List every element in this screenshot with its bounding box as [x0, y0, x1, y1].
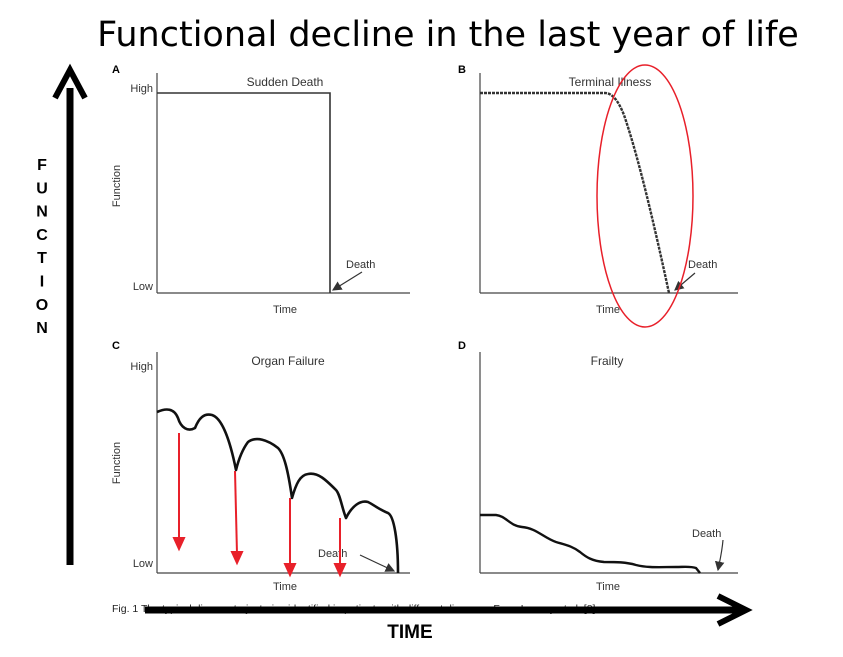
panel-title: Terminal Illness [569, 75, 652, 89]
function-axis-letter: T [37, 250, 47, 267]
function-axis-letter: C [36, 227, 48, 244]
function-axis-letter: N [36, 320, 48, 337]
slide-title: Functional decline in the last year of l… [97, 15, 799, 55]
function-axis-letter: O [36, 297, 48, 314]
time-axis-title: Time [596, 581, 620, 593]
panel-letter: C [112, 340, 120, 352]
panel-a-sudden-death: A Sudden Death High Low Function Time De… [111, 64, 410, 316]
panel-d-frailty: D Frailty Time Death [458, 340, 738, 593]
panel-title: Frailty [591, 354, 624, 368]
trajectory-line [480, 513, 701, 574]
high-label: High [130, 83, 153, 95]
death-label: Death [692, 528, 721, 540]
death-label: Death [688, 259, 717, 271]
panel-title: Organ Failure [251, 354, 325, 368]
time-axis-title: Time [596, 304, 620, 316]
death-arrow [714, 539, 725, 572]
panel-c-organ-failure: C Organ Failure High Low Function Time D… [111, 340, 410, 593]
decline-arrows [172, 433, 347, 578]
trajectory-line [156, 408, 400, 574]
panel-letter: A [112, 64, 120, 76]
trajectory-line [480, 91, 671, 294]
function-axis-letter: I [40, 274, 44, 291]
death-arrow [674, 272, 696, 291]
panel-letter: B [458, 64, 466, 76]
panel-b-terminal-illness: B Terminal Illness Time Death [458, 64, 738, 328]
trajectory-line [157, 92, 331, 293]
panel-title: Sudden Death [247, 75, 324, 89]
low-label: Low [133, 558, 153, 570]
low-label: Low [133, 281, 153, 293]
decline-arrow [234, 470, 238, 555]
function-axis-letter: U [36, 180, 48, 197]
function-axis-letter: F [37, 157, 47, 174]
death-arrow [359, 554, 396, 572]
high-label: High [130, 361, 153, 373]
time-axis-label: TIME [387, 622, 432, 643]
function-axis-letter: N [36, 204, 48, 221]
highlight-ellipse [596, 64, 694, 328]
death-arrow [331, 271, 363, 291]
panel-letter: D [458, 340, 466, 352]
death-label: Death [318, 548, 347, 560]
death-label: Death [346, 259, 375, 271]
function-axis-title: Function [111, 165, 123, 207]
time-axis-title: Time [273, 581, 297, 593]
function-axis-title: Function [111, 442, 123, 484]
time-axis-title: Time [273, 304, 297, 316]
function-axis-arrow [52, 63, 88, 565]
